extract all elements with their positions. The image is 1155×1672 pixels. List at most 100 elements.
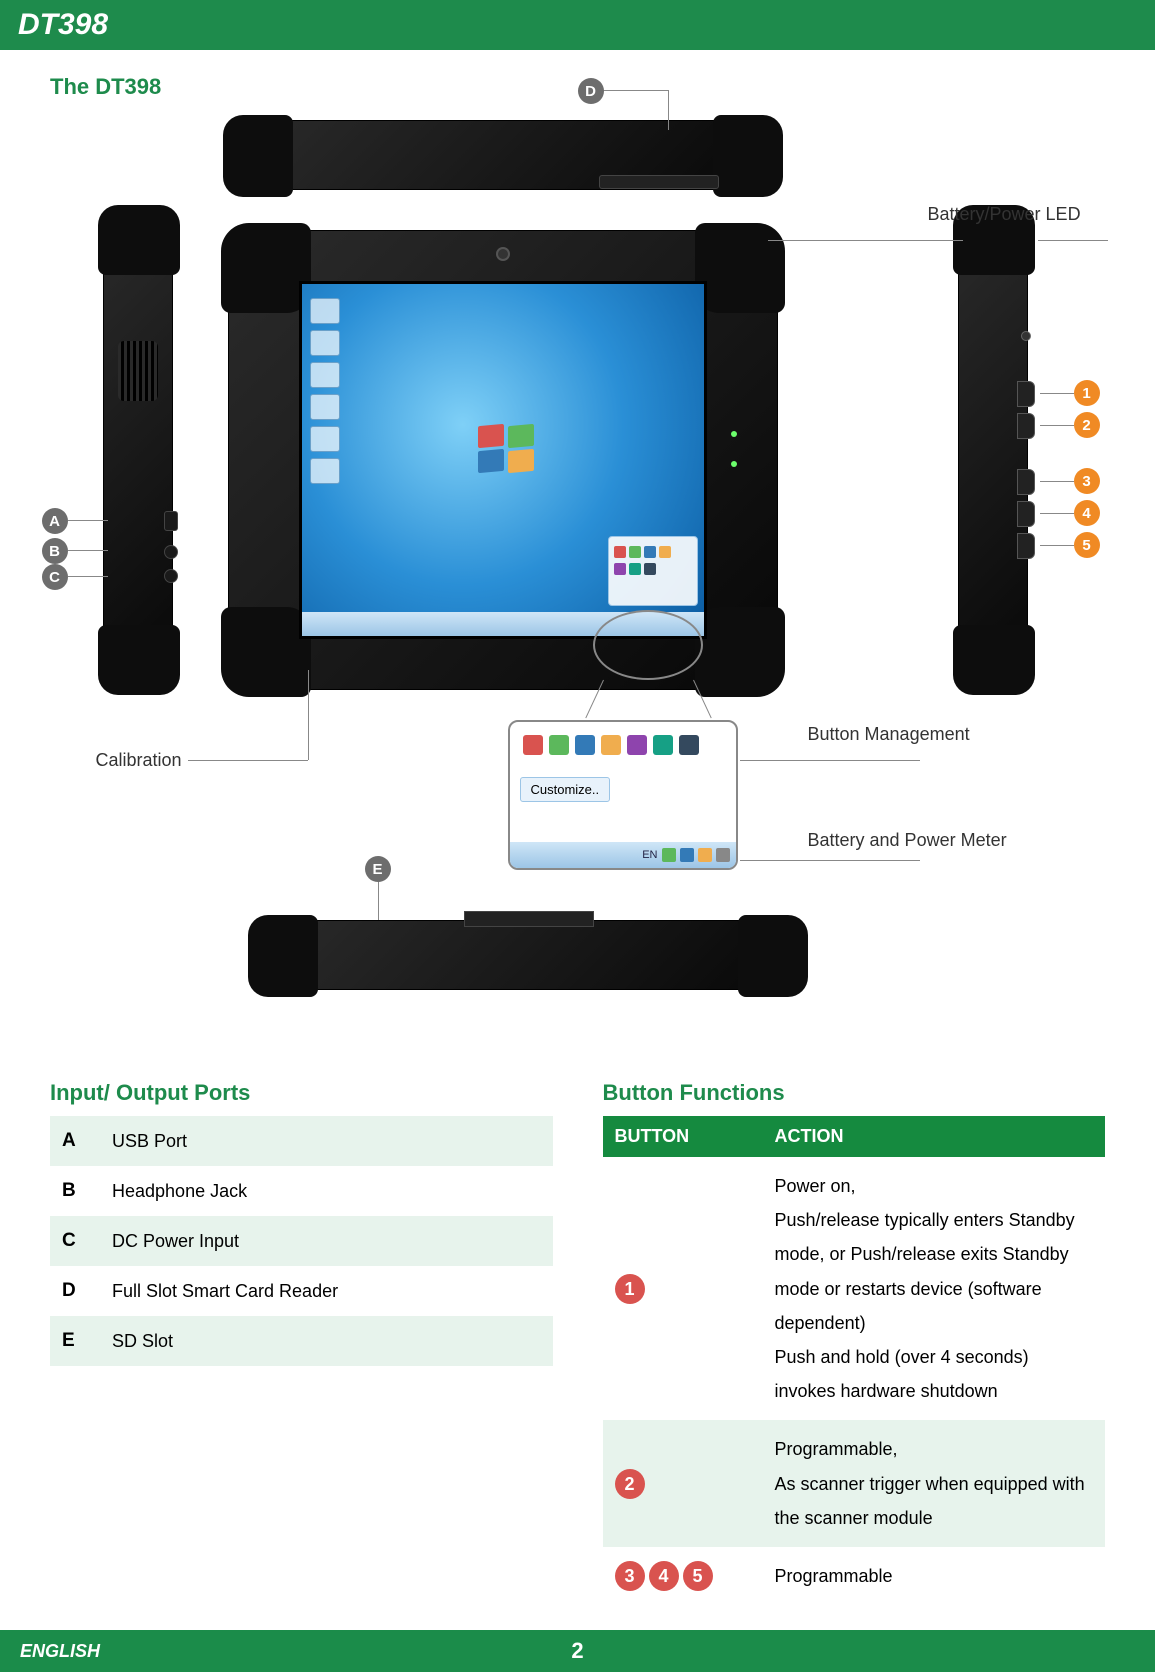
smartcard-slot — [599, 175, 719, 189]
zoom-icons — [520, 732, 726, 763]
headphone-jack — [164, 545, 178, 559]
desktop-gadget — [608, 536, 698, 606]
button-badge-5: 5 — [1074, 532, 1100, 558]
device-top-view — [228, 120, 778, 190]
port-badge-e: E — [365, 856, 391, 882]
tray-icon — [698, 848, 712, 862]
power-led-icon — [1021, 331, 1031, 341]
front-camera-icon — [496, 247, 510, 261]
tray-icon — [716, 848, 730, 862]
port-badge-a: A — [42, 508, 68, 534]
number-badge-icon: 4 — [649, 1561, 679, 1591]
action-cell: Programmable, As scanner trigger when eq… — [763, 1420, 1106, 1547]
leader-line — [768, 240, 963, 241]
leader-line — [68, 520, 108, 521]
footer-lang: ENGLISH — [20, 1641, 100, 1662]
windows-logo-icon — [478, 425, 538, 475]
leader-line — [1040, 513, 1074, 514]
footer-page-number: 2 — [571, 1638, 583, 1664]
leader-line — [603, 90, 668, 91]
port-desc: Headphone Jack — [100, 1166, 553, 1216]
leader-line — [740, 760, 920, 761]
tray-icon — [680, 848, 694, 862]
device-bottom-view — [253, 920, 803, 990]
side-button — [1017, 413, 1035, 439]
table-row: AUSB Port — [50, 1116, 553, 1166]
button-badge-4: 4 — [1074, 500, 1100, 526]
port-key: D — [50, 1266, 100, 1316]
buttons-title: Button Functions — [603, 1080, 1106, 1106]
page-footer: ENGLISH 2 — [0, 1630, 1155, 1672]
leader-line — [1040, 393, 1074, 394]
button-cell: 345 — [603, 1547, 763, 1605]
app-icon — [653, 735, 673, 755]
leader-line — [1038, 240, 1108, 241]
side-button — [1017, 533, 1035, 559]
tables-row: Input/ Output Ports AUSB PortBHeadphone … — [0, 1080, 1155, 1605]
ports-column: Input/ Output Ports AUSB PortBHeadphone … — [50, 1080, 553, 1605]
number-badge-icon: 1 — [615, 1274, 645, 1304]
table-row: ESD Slot — [50, 1316, 553, 1366]
leader-line — [308, 670, 309, 760]
tray-icon — [662, 848, 676, 862]
ports-title: Input/ Output Ports — [50, 1080, 553, 1106]
leader-line — [1040, 481, 1074, 482]
device-front-view — [228, 230, 778, 690]
action-cell: Programmable — [763, 1547, 1106, 1605]
dc-input — [164, 569, 178, 583]
th-button: BUTTON — [603, 1116, 763, 1157]
table-row: CDC Power Input — [50, 1216, 553, 1266]
button-badge-3: 3 — [1074, 468, 1100, 494]
label-calibration: Calibration — [96, 750, 182, 771]
leader-line — [68, 576, 108, 577]
customize-button: Customize.. — [520, 777, 611, 802]
port-desc: Full Slot Smart Card Reader — [100, 1266, 553, 1316]
side-button — [1017, 469, 1035, 495]
port-desc: USB Port — [100, 1116, 553, 1166]
port-desc: DC Power Input — [100, 1216, 553, 1266]
app-icon — [549, 735, 569, 755]
leader-line — [68, 550, 108, 551]
label-power-meter: Battery and Power Meter — [808, 830, 1007, 851]
action-cell: Power on, Push/release typically enters … — [763, 1157, 1106, 1420]
status-led-icon — [731, 431, 737, 437]
zoom-panel: Customize.. EN — [508, 720, 738, 870]
leader-line — [1040, 425, 1074, 426]
port-desc: SD Slot — [100, 1316, 553, 1366]
table-row: DFull Slot Smart Card Reader — [50, 1266, 553, 1316]
button-badge-1: 1 — [1074, 380, 1100, 406]
leader-line — [1040, 545, 1074, 546]
number-badge-icon: 3 — [615, 1561, 645, 1591]
port-badge-d: D — [578, 78, 604, 104]
buttons-column: Button Functions BUTTON ACTION 1 Power on… — [603, 1080, 1106, 1605]
header-title: DT398 — [18, 8, 108, 41]
leader-line — [740, 860, 920, 861]
leader-line — [668, 90, 669, 130]
device-screen — [299, 281, 707, 639]
button-cell: 1 — [603, 1157, 763, 1420]
ports-table: AUSB PortBHeadphone JackCDC Power InputD… — [50, 1116, 553, 1366]
port-key: A — [50, 1116, 100, 1166]
number-badge-icon: 2 — [615, 1469, 645, 1499]
button-badge-2: 2 — [1074, 412, 1100, 438]
label-button-mgmt: Button Management — [808, 724, 970, 745]
usb-port — [164, 511, 178, 531]
table-row: 345Programmable — [603, 1547, 1106, 1605]
lang-indicator: EN — [642, 849, 657, 861]
desktop-icons — [310, 292, 358, 490]
buttons-table: BUTTON ACTION 1 Power on, Push/release ty… — [603, 1116, 1106, 1605]
leader-line — [378, 880, 379, 920]
device-right-view — [958, 210, 1028, 690]
app-icon — [627, 735, 647, 755]
port-key: B — [50, 1166, 100, 1216]
button-cell: 2 — [603, 1420, 763, 1547]
zoom-taskbar: EN — [510, 842, 736, 868]
number-badge-icon: 5 — [683, 1561, 713, 1591]
th-action: ACTION — [763, 1116, 1106, 1157]
label-battery-led: Battery/Power LED — [928, 204, 1081, 225]
port-key: E — [50, 1316, 100, 1366]
app-icon — [679, 735, 699, 755]
leader-line — [188, 760, 308, 761]
device-diagram: D A B C Calib — [48, 110, 1108, 1060]
app-icon — [575, 735, 595, 755]
